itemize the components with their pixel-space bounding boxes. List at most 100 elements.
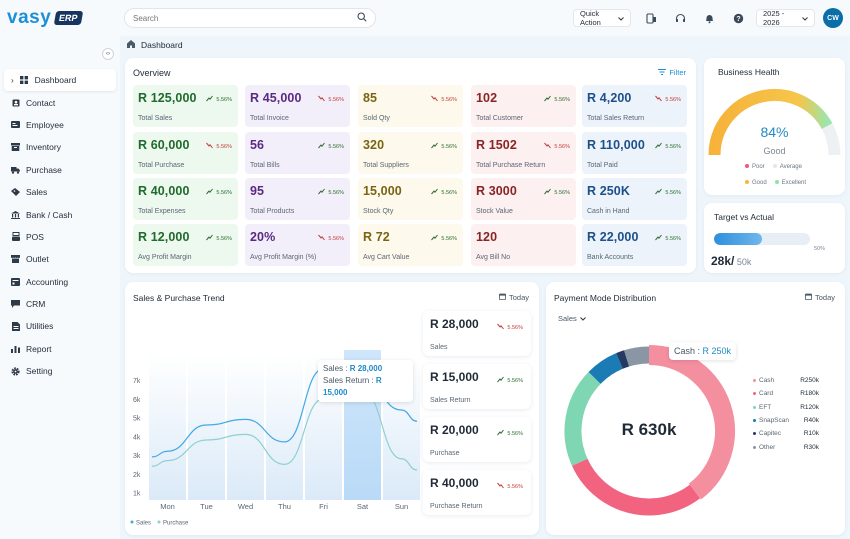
- trend-summary-card[interactable]: R 20,000 Purchase 5.56%: [423, 417, 531, 462]
- stat-value: 95: [250, 184, 265, 198]
- target-card: Target vs Actual 50% 28k/ 50k: [704, 203, 845, 273]
- stat-card[interactable]: 102 Total Customer 5.56%: [471, 85, 576, 127]
- legend-item: EFT R120k: [753, 401, 819, 414]
- legend-value: R250k: [800, 377, 819, 385]
- filter-button[interactable]: Filter: [658, 68, 686, 77]
- scanner-icon[interactable]: [643, 10, 659, 26]
- donut-slice[interactable]: [616, 350, 630, 369]
- stat-change-value: 5.56%: [216, 189, 232, 196]
- trend-up-icon: [431, 234, 439, 243]
- series-line: [151, 390, 418, 471]
- collapse-sidebar-button[interactable]: ‹›: [102, 48, 114, 60]
- donut-slice[interactable]: [588, 353, 624, 385]
- summary-change: 5.56%: [497, 429, 523, 438]
- stat-card[interactable]: 20% Avg Profit Margin (%) 5.56%: [245, 224, 350, 266]
- stat-card[interactable]: R 40,000 Total Expenses 5.56%: [133, 178, 238, 220]
- stat-change: 5.56%: [544, 95, 570, 104]
- stat-value: 56: [250, 138, 265, 152]
- stat-label: Total Bills: [250, 162, 280, 169]
- payment-donut-chart[interactable]: [546, 282, 746, 535]
- stat-card[interactable]: R 12,000 Avg Profit Margin 5.56%: [133, 224, 238, 266]
- sidebar-item-setting[interactable]: Setting: [4, 360, 116, 382]
- sidebar-item-label: Setting: [26, 366, 53, 377]
- report-icon: [11, 344, 20, 353]
- trend-summary-card[interactable]: R 28,000 Sales 5.56%: [423, 311, 531, 356]
- sidebar-item-utilities[interactable]: Utilities: [4, 315, 116, 337]
- trend-chart[interactable]: Mon Tue Wed Thu Fri Sat Sun 1k 2k 3k 4k 5k 6k 7k Sales…: [125, 282, 425, 535]
- sidebar-item-purchase[interactable]: Purchase: [4, 159, 116, 181]
- stat-label: Total Customer: [476, 115, 524, 122]
- stat-card[interactable]: 95 Total Products 5.56%: [245, 178, 350, 220]
- stat-value: R 3000: [476, 184, 517, 198]
- quick-action-dropdown[interactable]: Quick Action: [573, 9, 631, 27]
- legend-value: R30k: [803, 443, 819, 451]
- search-icon[interactable]: [357, 12, 367, 24]
- stat-card[interactable]: R 72 Avg Cart Value 5.56%: [358, 224, 463, 266]
- sidebar-item-outlet[interactable]: Outlet: [4, 248, 116, 270]
- trend-summary-card[interactable]: R 15,000 Sales Return 5.56%: [423, 364, 531, 409]
- sidebar-item-pos[interactable]: POS: [4, 226, 116, 248]
- app-logo[interactable]: vasy ERP: [7, 7, 84, 29]
- stat-value: R 45,000: [250, 91, 302, 105]
- sidebar-item-employee[interactable]: Employee: [4, 114, 116, 136]
- stat-label: Sold Qty: [363, 115, 390, 122]
- sidebar-item-label: CRM: [26, 299, 46, 310]
- stat-card[interactable]: R 125,000 Total Sales 5.56%: [133, 85, 238, 127]
- stat-card[interactable]: 120 Avg Bill No: [471, 224, 576, 266]
- sidebar-item-crm[interactable]: CRM: [4, 293, 116, 315]
- stat-card[interactable]: R 60,000 Total Purchase 5.56%: [133, 132, 238, 174]
- stat-card[interactable]: R 250K Cash in Hand 5.56%: [582, 178, 687, 220]
- headset-icon[interactable]: [672, 10, 688, 26]
- legend-swatch: [130, 520, 134, 524]
- stat-label: Total Invoice: [250, 115, 289, 122]
- stat-card[interactable]: 85 Sold Qty 5.56%: [358, 85, 463, 127]
- sidebar-item-contact[interactable]: Contact: [4, 91, 116, 113]
- user-avatar[interactable]: CW: [823, 8, 843, 28]
- stat-change: 5.56%: [655, 142, 681, 151]
- stat-card[interactable]: R 45,000 Total Invoice 5.56%: [245, 85, 350, 127]
- help-icon[interactable]: ?: [730, 10, 746, 26]
- home-icon[interactable]: [127, 40, 135, 50]
- bell-icon[interactable]: [701, 10, 717, 26]
- trend-period-label: Today: [509, 293, 530, 302]
- trend-up-icon: [431, 142, 439, 151]
- stat-card[interactable]: 320 Total Suppliers 5.56%: [358, 132, 463, 174]
- payment-period-dropdown[interactable]: Today: [805, 293, 835, 302]
- search-input[interactable]: [133, 13, 333, 23]
- donut-slice[interactable]: [624, 346, 650, 367]
- trend-summary-card[interactable]: R 40,000 Purchase Return 5.56%: [423, 470, 531, 515]
- donut-slice[interactable]: [571, 458, 701, 516]
- health-score: 84%: [760, 124, 789, 140]
- stat-value: R 1502: [476, 138, 517, 152]
- legend-value: R10k: [803, 430, 819, 438]
- stat-label: Cash in Hand: [587, 208, 630, 215]
- stat-card[interactable]: 15,000 Stock Qty 5.56%: [358, 178, 463, 220]
- sidebar-item-inventory[interactable]: Inventory: [4, 136, 116, 158]
- stat-card[interactable]: R 1502 Total Purchase Return 5.56%: [471, 132, 576, 174]
- summary-change-value: 5.56%: [507, 377, 523, 384]
- stat-card[interactable]: R 110,000 Total Paid 5.56%: [582, 132, 687, 174]
- donut-slice[interactable]: [564, 371, 601, 466]
- sidebar-item-report[interactable]: Report: [4, 338, 116, 360]
- sidebar-item-accounting[interactable]: Accounting: [4, 271, 116, 293]
- stat-label: Total Products: [250, 208, 295, 215]
- sidebar-item-dashboard[interactable]: › Dashboard: [4, 69, 116, 92]
- trend-tooltip: Sales : R 28,000 Sales Return : R 15,000: [318, 360, 413, 402]
- payment-filter-dropdown[interactable]: Sales: [558, 314, 586, 323]
- trend-period-dropdown[interactable]: Today: [499, 293, 529, 302]
- sidebar-item-bank-cash[interactable]: Bank / Cash: [4, 203, 116, 225]
- legend-label: Card: [759, 390, 774, 398]
- stat-label: Bank Accounts: [587, 254, 634, 261]
- legend-item: Average: [772, 164, 802, 170]
- sidebar-item-sales[interactable]: Sales: [4, 181, 116, 203]
- stat-card[interactable]: R 4,200 Total Sales Return 5.56%: [582, 85, 687, 127]
- fiscal-year-dropdown[interactable]: 2025 - 2026: [756, 9, 815, 27]
- stat-card[interactable]: 56 Total Bills 5.56%: [245, 132, 350, 174]
- stat-card[interactable]: R 22,000 Bank Accounts 5.56%: [582, 224, 687, 266]
- day-column: [188, 353, 225, 500]
- payment-total: R 630k: [621, 420, 677, 439]
- search-box[interactable]: [124, 8, 376, 28]
- stat-card[interactable]: R 3000 Stock Value 5.56%: [471, 178, 576, 220]
- sidebar: ‹› › Dashboard Contact Employee Inventor…: [0, 36, 120, 539]
- svg-text:?: ?: [736, 16, 740, 23]
